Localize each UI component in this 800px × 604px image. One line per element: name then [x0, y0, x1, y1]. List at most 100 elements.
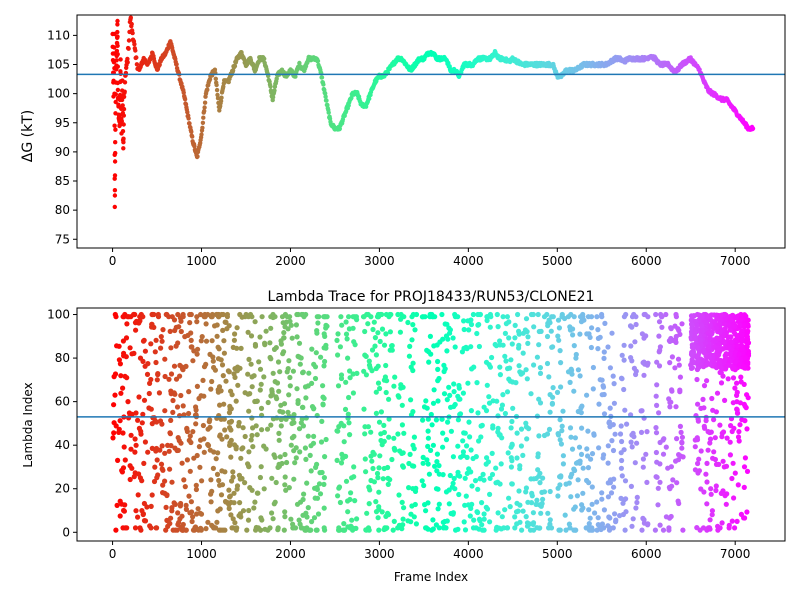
lambda-point: [719, 430, 725, 436]
lambda-point: [300, 512, 306, 518]
lambda-point: [483, 408, 490, 414]
lambda-x-tick-label: 1000: [186, 547, 217, 561]
lambda-point: [265, 399, 271, 406]
lambda-point: [525, 340, 531, 346]
lambda-point: [282, 474, 288, 480]
lambda-point: [193, 421, 199, 427]
delta-g-x-tick-label: 1000: [186, 254, 217, 268]
lambda-point: [192, 524, 199, 530]
lambda-point: [541, 489, 548, 495]
lambda-point: [718, 313, 724, 319]
lambda-point: [413, 521, 419, 527]
lambda-point: [112, 371, 119, 377]
lambda-point: [304, 514, 310, 520]
lambda-point: [463, 493, 469, 499]
lambda-point: [568, 494, 574, 500]
lambda-point: [580, 490, 586, 496]
lambda-point: [689, 322, 695, 328]
lambda-point: [321, 331, 327, 337]
lambda-point: [352, 498, 358, 504]
lambda-point: [653, 393, 659, 399]
lambda-point: [524, 376, 530, 382]
lambda-point: [335, 331, 341, 337]
lambda-point: [243, 311, 249, 318]
lambda-point: [292, 525, 299, 531]
lambda-point: [734, 380, 740, 386]
delta-g-point: [115, 87, 121, 93]
lambda-point: [344, 336, 350, 342]
lambda-point: [633, 321, 639, 328]
lambda-point: [128, 432, 134, 438]
lambda-point: [576, 444, 583, 450]
lambda-point: [534, 354, 541, 360]
lambda-point: [712, 456, 719, 463]
lambda-point: [537, 370, 544, 376]
lambda-point: [187, 320, 193, 326]
lambda-point: [455, 417, 461, 423]
lambda-point: [487, 324, 493, 330]
lambda-point: [193, 482, 199, 488]
lambda-point: [121, 444, 127, 450]
subplot-delta-g: 0 1000 2000 3000 4000 5000 6000 7000 75 80 85 90 95…: [20, 14, 786, 268]
lambda-point: [155, 314, 162, 320]
lambda-point: [514, 430, 520, 436]
lambda-point: [372, 335, 378, 341]
lambda-point: [278, 423, 284, 429]
lambda-point: [303, 456, 309, 462]
lambda-point: [227, 493, 233, 499]
lambda-point: [500, 392, 506, 398]
lambda-point: [231, 337, 237, 343]
lambda-point: [385, 475, 391, 481]
lambda-point: [221, 401, 227, 407]
lambda-point: [618, 495, 624, 501]
lambda-point: [461, 318, 467, 324]
lambda-point: [557, 417, 563, 423]
lambda-point: [110, 435, 116, 441]
lambda-point: [219, 362, 226, 368]
lambda-point: [512, 335, 518, 341]
lambda-point: [476, 343, 482, 350]
lambda-point: [558, 384, 564, 390]
lambda-point: [345, 411, 351, 417]
lambda-point: [558, 360, 564, 366]
lambda-point: [411, 463, 417, 469]
lambda-point: [549, 400, 556, 406]
lambda-point: [278, 416, 284, 423]
lambda-point: [200, 377, 206, 383]
lambda-point: [370, 449, 376, 455]
lambda-point: [190, 514, 196, 520]
lambda-point: [201, 449, 207, 455]
lambda-point: [350, 325, 356, 331]
lambda-point: [220, 527, 226, 533]
lambda-point: [366, 358, 372, 364]
lambda-point: [140, 338, 147, 344]
lambda-point: [481, 511, 487, 517]
lambda-point: [640, 360, 646, 366]
lambda-point: [574, 493, 581, 499]
lambda-point: [425, 443, 431, 449]
lambda-point: [695, 418, 702, 424]
lambda-point: [592, 510, 598, 516]
lambda-point: [210, 354, 216, 360]
lambda-point: [230, 516, 236, 522]
lambda-point: [544, 311, 550, 318]
lambda-point: [435, 358, 441, 365]
lambda-point: [500, 314, 506, 320]
delta-g-point: [349, 95, 354, 101]
lambda-point: [194, 351, 200, 357]
lambda-point: [523, 485, 530, 491]
lambda-point: [674, 480, 680, 486]
lambda-point: [111, 430, 117, 436]
lambda-point: [471, 517, 477, 523]
lambda-point: [621, 357, 627, 363]
lambda-point: [289, 435, 295, 441]
lambda-point: [216, 527, 222, 533]
lambda-point: [447, 392, 453, 398]
lambda-point: [569, 371, 575, 377]
lambda-point: [281, 401, 288, 407]
lambda-point: [124, 375, 130, 381]
lambda-point: [317, 491, 324, 497]
lambda-point: [668, 399, 674, 405]
delta-g-point: [112, 176, 117, 181]
delta-g-point: [115, 18, 120, 24]
